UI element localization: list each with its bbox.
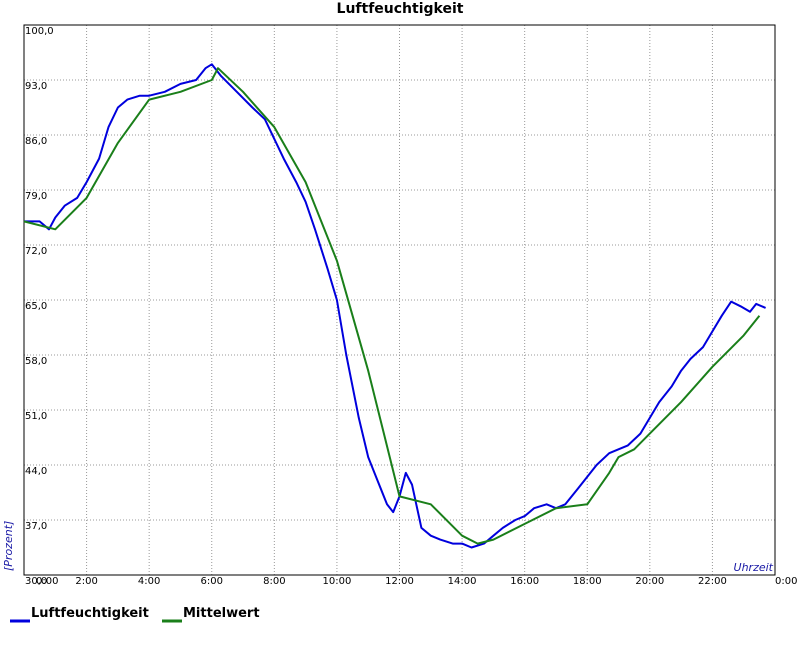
- x-tick-label: 2:00: [75, 576, 97, 587]
- x-tick-label: 16:00: [510, 576, 539, 587]
- y-tick-label: 72,0: [25, 246, 47, 257]
- x-tick-label: 22:00: [698, 576, 727, 587]
- x-tick-label: 10:00: [323, 576, 352, 587]
- plot-frame: [23, 24, 776, 576]
- x-tick-label: 20:00: [635, 576, 664, 587]
- series-group: [23, 63, 766, 549]
- x-tick-label: 12:00: [385, 576, 414, 587]
- y-tick-label: 100,0: [25, 26, 54, 37]
- x-axis: 0:00 2:00 4:00 6:00 8:00 10:00 12:00 14:00 16:00…: [36, 576, 797, 587]
- grid: [24, 25, 775, 575]
- x-tick-label: 8:00: [263, 576, 285, 587]
- series-line-mittelwert: [23, 67, 761, 545]
- y-axis-label: [Prozent]: [2, 521, 15, 571]
- chart-title: Luftfeuchtigkeit: [337, 1, 464, 17]
- y-tick-label: 30,0: [25, 576, 47, 587]
- legend: Luftfeuchtigkeit Mittelwert: [10, 606, 260, 623]
- x-tick-label: 14:00: [448, 576, 477, 587]
- x-tick-label: 18:00: [573, 576, 602, 587]
- legend-label: Mittelwert: [183, 606, 260, 621]
- y-tick-label: 79,0: [25, 191, 47, 202]
- y-tick-label: 93,0: [25, 81, 47, 92]
- x-tick-label: 0:00: [36, 576, 58, 587]
- legend-label: Luftfeuchtigkeit: [31, 606, 149, 621]
- y-tick-label: 37,0: [25, 521, 47, 532]
- y-axis: 30,0 37,0 44,0 51,0 58,0 65,0 72,0 79,0 86,0 93,0…: [25, 26, 54, 587]
- x-tick-label: 6:00: [201, 576, 223, 587]
- y-tick-label: 44,0: [25, 466, 47, 477]
- x-tick-label: 0:00: [775, 576, 797, 587]
- series-line-luftfeuchtigkeit: [24, 63, 766, 549]
- x-axis-label: Uhrzeit: [734, 561, 774, 574]
- y-tick-label: 51,0: [25, 411, 47, 422]
- y-tick-label: 86,0: [25, 136, 47, 147]
- x-tick-label: 4:00: [138, 576, 160, 587]
- y-tick-label: 65,0: [25, 301, 47, 312]
- y-tick-label: 58,0: [25, 356, 47, 367]
